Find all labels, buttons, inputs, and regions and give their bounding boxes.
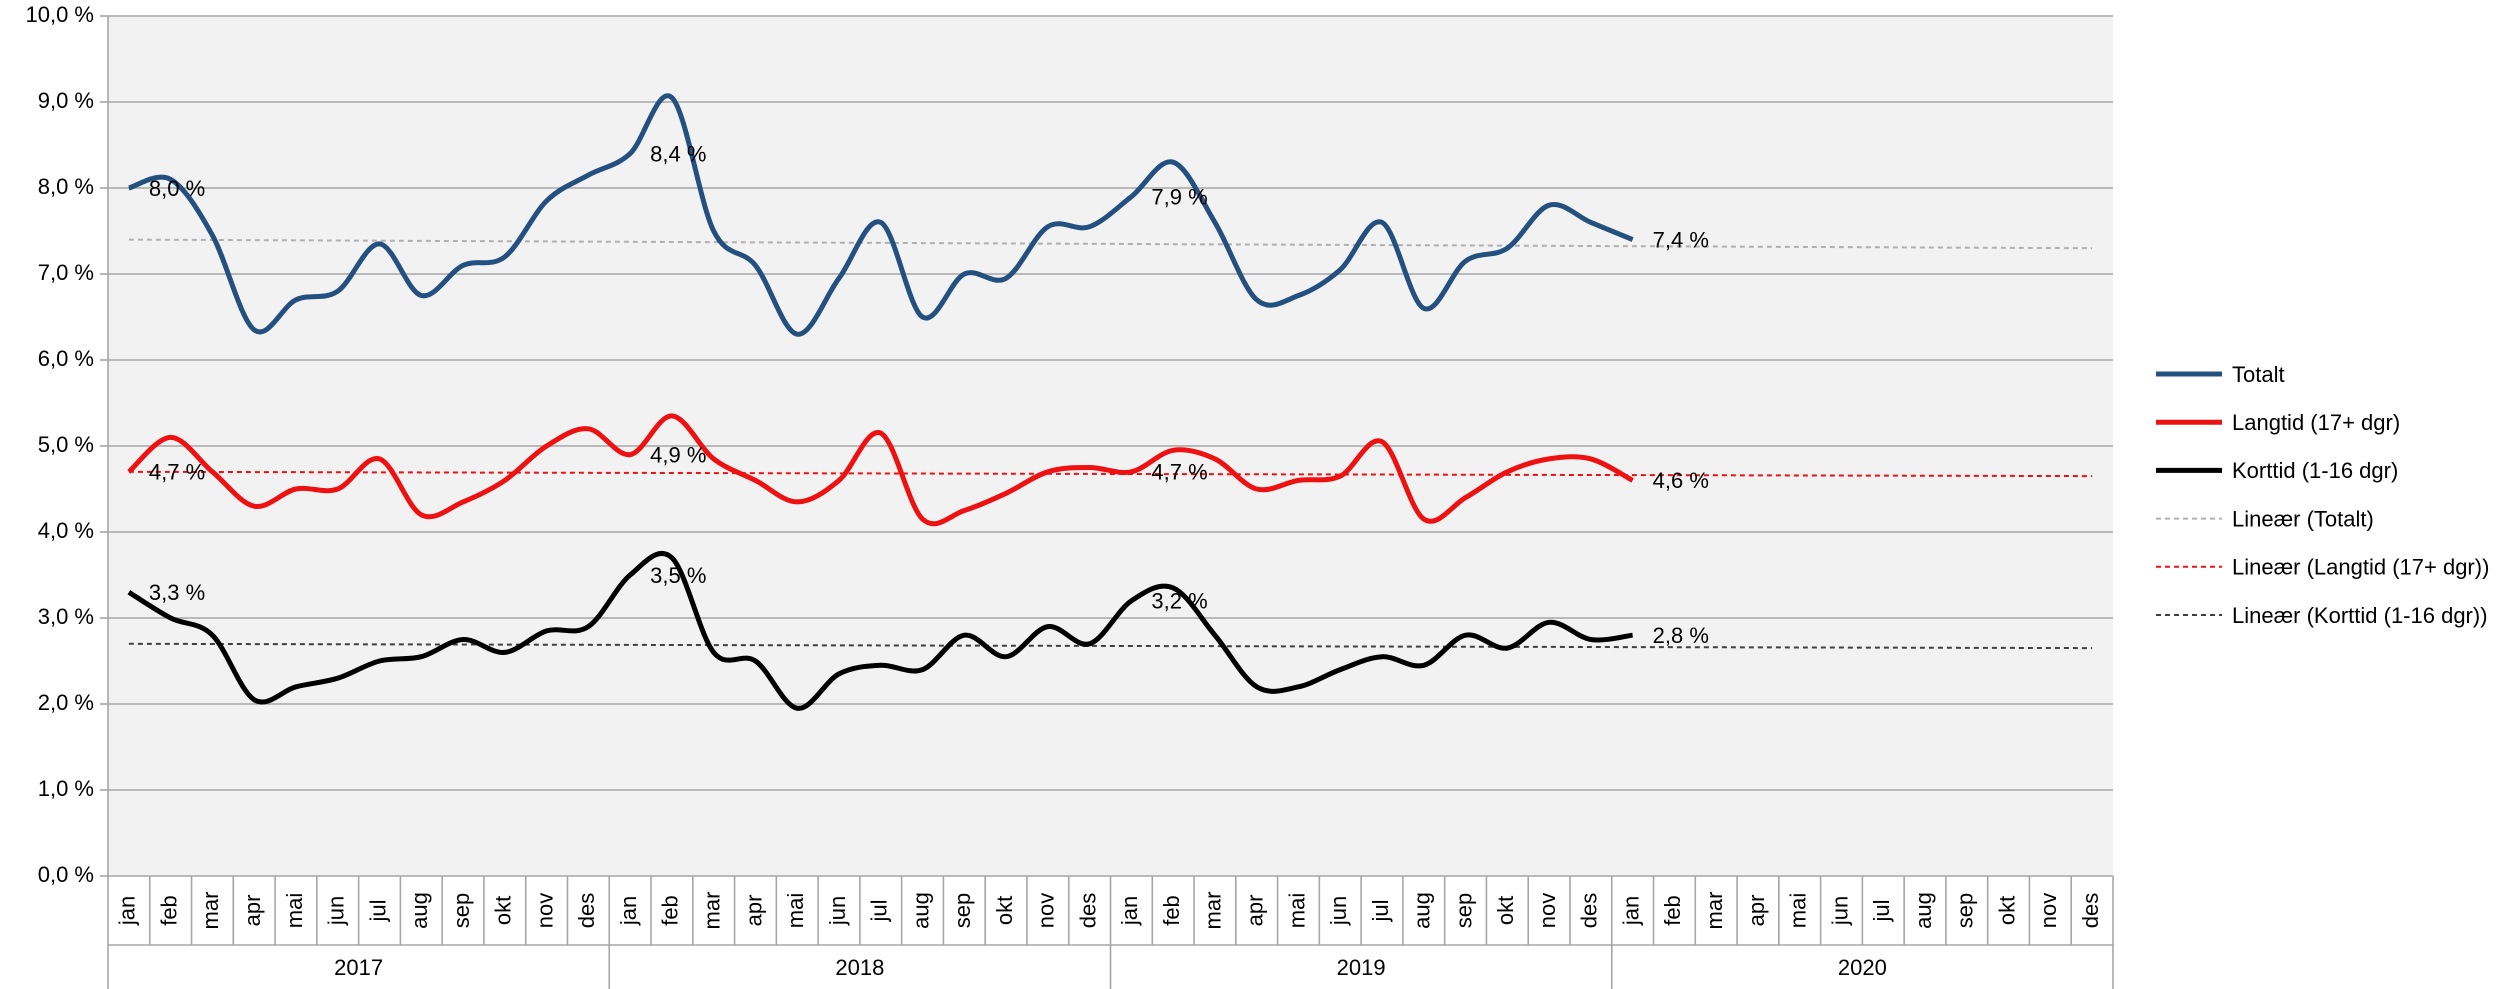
data-label: 2,8 % — [1653, 623, 1709, 648]
y-tick-label: 9,0 % — [38, 88, 94, 113]
y-tick-label: 1,0 % — [38, 776, 94, 801]
x-tick-label: nov — [532, 893, 557, 928]
legend-label: Korttid (1-16 dgr) — [2232, 458, 2398, 483]
data-label: 3,3 % — [149, 580, 205, 605]
x-tick-label: okt — [491, 896, 516, 925]
x-tick-label: feb — [1660, 895, 1685, 926]
x-tick-label: sep — [950, 893, 975, 928]
x-tick-label: jul — [1368, 899, 1393, 922]
trend-line — [128, 642, 2093, 650]
x-tick-label: mar — [1201, 892, 1226, 930]
year-label: 2019 — [1337, 955, 1386, 980]
data-label: 8,0 % — [149, 176, 205, 201]
x-tick-label: apr — [1744, 895, 1769, 927]
legend-label: Langtid (17+ dgr) — [2232, 410, 2400, 435]
data-label: 4,7 % — [1151, 460, 1207, 485]
y-tick-label: 2,0 % — [38, 690, 94, 715]
legend-label: Lineær (Totalt) — [2232, 506, 2374, 531]
x-tick-label: jul — [365, 899, 390, 922]
x-tick-label: sep — [1953, 893, 1978, 928]
x-tick-label: feb — [1159, 895, 1184, 926]
x-tick-label: aug — [407, 892, 432, 929]
x-tick-label: des — [1577, 893, 1602, 928]
x-tick-label: jun — [1827, 896, 1852, 926]
data-label: 8,4 % — [650, 141, 706, 166]
x-tick-label: sep — [1451, 893, 1476, 928]
x-tick-label: sep — [449, 893, 474, 928]
legend-label: Totalt — [2232, 362, 2285, 387]
series-line — [128, 93, 1634, 337]
x-tick-label: nov — [1034, 893, 1059, 928]
x-tick-label: jun — [1326, 896, 1351, 926]
y-tick-label: 6,0 % — [38, 346, 94, 371]
y-tick-label: 4,0 % — [38, 518, 94, 543]
data-label: 7,4 % — [1653, 227, 1709, 252]
y-tick-label: 10,0 % — [26, 2, 95, 27]
x-tick-label: des — [2078, 893, 2103, 928]
x-tick-label: okt — [992, 896, 1017, 925]
x-tick-label: apr — [741, 895, 766, 927]
x-tick-label: feb — [658, 895, 683, 926]
x-tick-label: okt — [1994, 896, 2019, 925]
x-tick-label: jan — [1618, 896, 1643, 926]
x-tick-label: jul — [867, 899, 892, 922]
trend-line — [128, 470, 2093, 478]
y-tick-label: 0,0 % — [38, 862, 94, 887]
series-line — [127, 550, 1633, 711]
x-tick-label: mar — [198, 892, 223, 930]
x-tick-label: mar — [699, 892, 724, 930]
x-tick-label: mai — [282, 893, 307, 928]
y-tick-label: 7,0 % — [38, 260, 94, 285]
x-tick-label: aug — [1911, 892, 1936, 929]
x-tick-label: mai — [1786, 893, 1811, 928]
data-label: 7,9 % — [1151, 184, 1207, 209]
data-label: 4,9 % — [650, 442, 706, 467]
x-tick-label: feb — [156, 895, 181, 926]
legend-label: Lineær (Langtid (17+ dgr)) — [2232, 555, 2489, 580]
trend-line — [128, 238, 2093, 250]
legend-label: Lineær (Korttid (1-16 dgr)) — [2232, 603, 2488, 628]
year-label: 2020 — [1838, 955, 1887, 980]
x-tick-label: nov — [2036, 893, 2061, 928]
x-tick-label: mar — [1702, 892, 1727, 930]
year-label: 2018 — [835, 955, 884, 980]
data-label: 3,5 % — [650, 563, 706, 588]
year-label: 2017 — [334, 955, 383, 980]
data-label: 4,7 % — [149, 460, 205, 485]
x-tick-label: jun — [324, 896, 349, 926]
x-tick-label: mai — [1284, 893, 1309, 928]
x-tick-label: jul — [1869, 899, 1894, 922]
x-tick-label: okt — [1493, 896, 1518, 925]
x-tick-label: aug — [908, 892, 933, 929]
data-label: 3,2 % — [1151, 589, 1207, 614]
series-line — [127, 413, 1634, 527]
x-tick-label: mai — [783, 893, 808, 928]
x-tick-label: aug — [1410, 892, 1435, 929]
y-tick-label: 8,0 % — [38, 174, 94, 199]
x-tick-label: jun — [825, 896, 850, 926]
data-label: 4,6 % — [1653, 468, 1709, 493]
x-tick-label: apr — [240, 895, 265, 927]
x-tick-label: jan — [115, 896, 140, 926]
x-tick-label: des — [1075, 893, 1100, 928]
x-tick-label: des — [574, 893, 599, 928]
x-tick-label: nov — [1535, 893, 1560, 928]
y-tick-label: 5,0 % — [38, 432, 94, 457]
x-tick-label: jan — [1117, 896, 1142, 926]
x-tick-label: apr — [1243, 895, 1268, 927]
y-tick-label: 3,0 % — [38, 604, 94, 629]
x-tick-label: jan — [616, 896, 641, 926]
